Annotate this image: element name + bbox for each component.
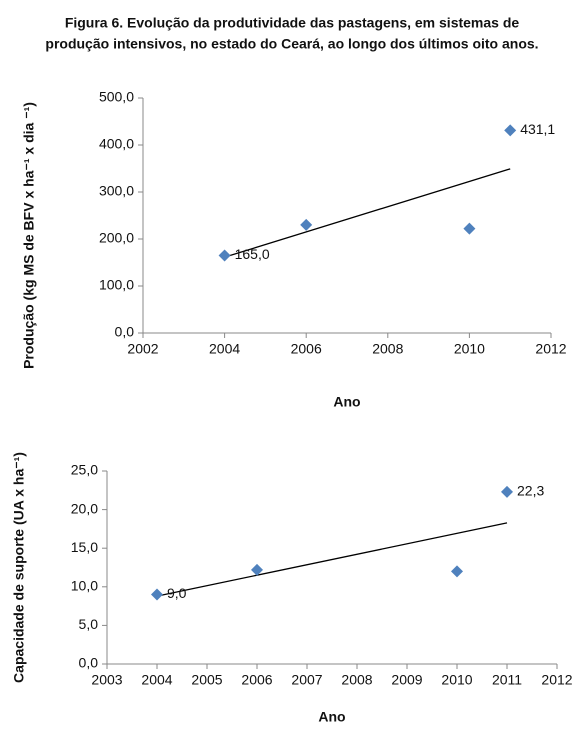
x-tick-label: 2006 [241,672,272,688]
y-tick-label: 300,0 [99,183,134,199]
data-point [504,124,517,137]
y-axis-label: Produção (kg MS de BFV x ha⁻¹ x dia ⁻¹) [21,102,37,369]
caption: Figura 6. Evolução da produtividade das … [65,15,520,31]
x-tick-label: 2005 [191,672,222,688]
value-label: 22,3 [517,483,544,499]
x-tick-label: 2008 [341,672,372,688]
y-tick-label: 10,0 [71,578,98,594]
data-point [218,249,231,262]
x-tick-label: 2007 [291,672,322,688]
value-label: 165,0 [235,246,270,262]
y-tick-label: 500,0 [99,89,134,105]
x-tick-label: 2012 [535,341,566,357]
x-axis-label: Ano [333,394,360,410]
value-label: 9,0 [167,585,187,601]
x-tick-label: 2010 [454,341,485,357]
trendline [224,168,511,258]
value-label: 431,1 [520,121,555,137]
x-tick-label: 2011 [492,672,522,688]
y-tick-label: 15,0 [71,539,98,555]
y-tick-label: 0,0 [115,324,135,340]
y-tick-label: 20,0 [71,500,98,516]
y-axis-label: Capacidade de suporte (UA x ha⁻¹) [11,452,27,683]
x-tick-label: 2002 [127,341,158,357]
trendline [156,522,508,597]
x-tick-label: 2003 [91,672,122,688]
caption: produção intensivos, no estado do Ceará,… [45,36,538,52]
data-point [501,485,513,498]
data-point [451,565,463,578]
y-tick-label: 400,0 [99,136,134,152]
x-tick-label: 2004 [209,341,240,357]
x-tick-label: 2004 [141,672,172,688]
data-point [151,588,163,601]
y-tick-label: 5,0 [79,616,99,632]
y-tick-label: 200,0 [99,230,134,246]
y-tick-label: 100,0 [99,277,134,293]
data-point [463,222,476,235]
x-tick-label: 2012 [541,672,572,688]
x-tick-label: 2009 [391,672,422,688]
x-tick-label: 2010 [441,672,472,688]
x-axis-label: Ano [318,709,345,725]
y-tick-label: 0,0 [79,655,99,671]
x-tick-label: 2006 [291,341,322,357]
data-point [251,563,263,576]
y-tick-label: 25,0 [71,462,98,478]
data-point [300,218,313,231]
x-tick-label: 2008 [372,341,403,357]
